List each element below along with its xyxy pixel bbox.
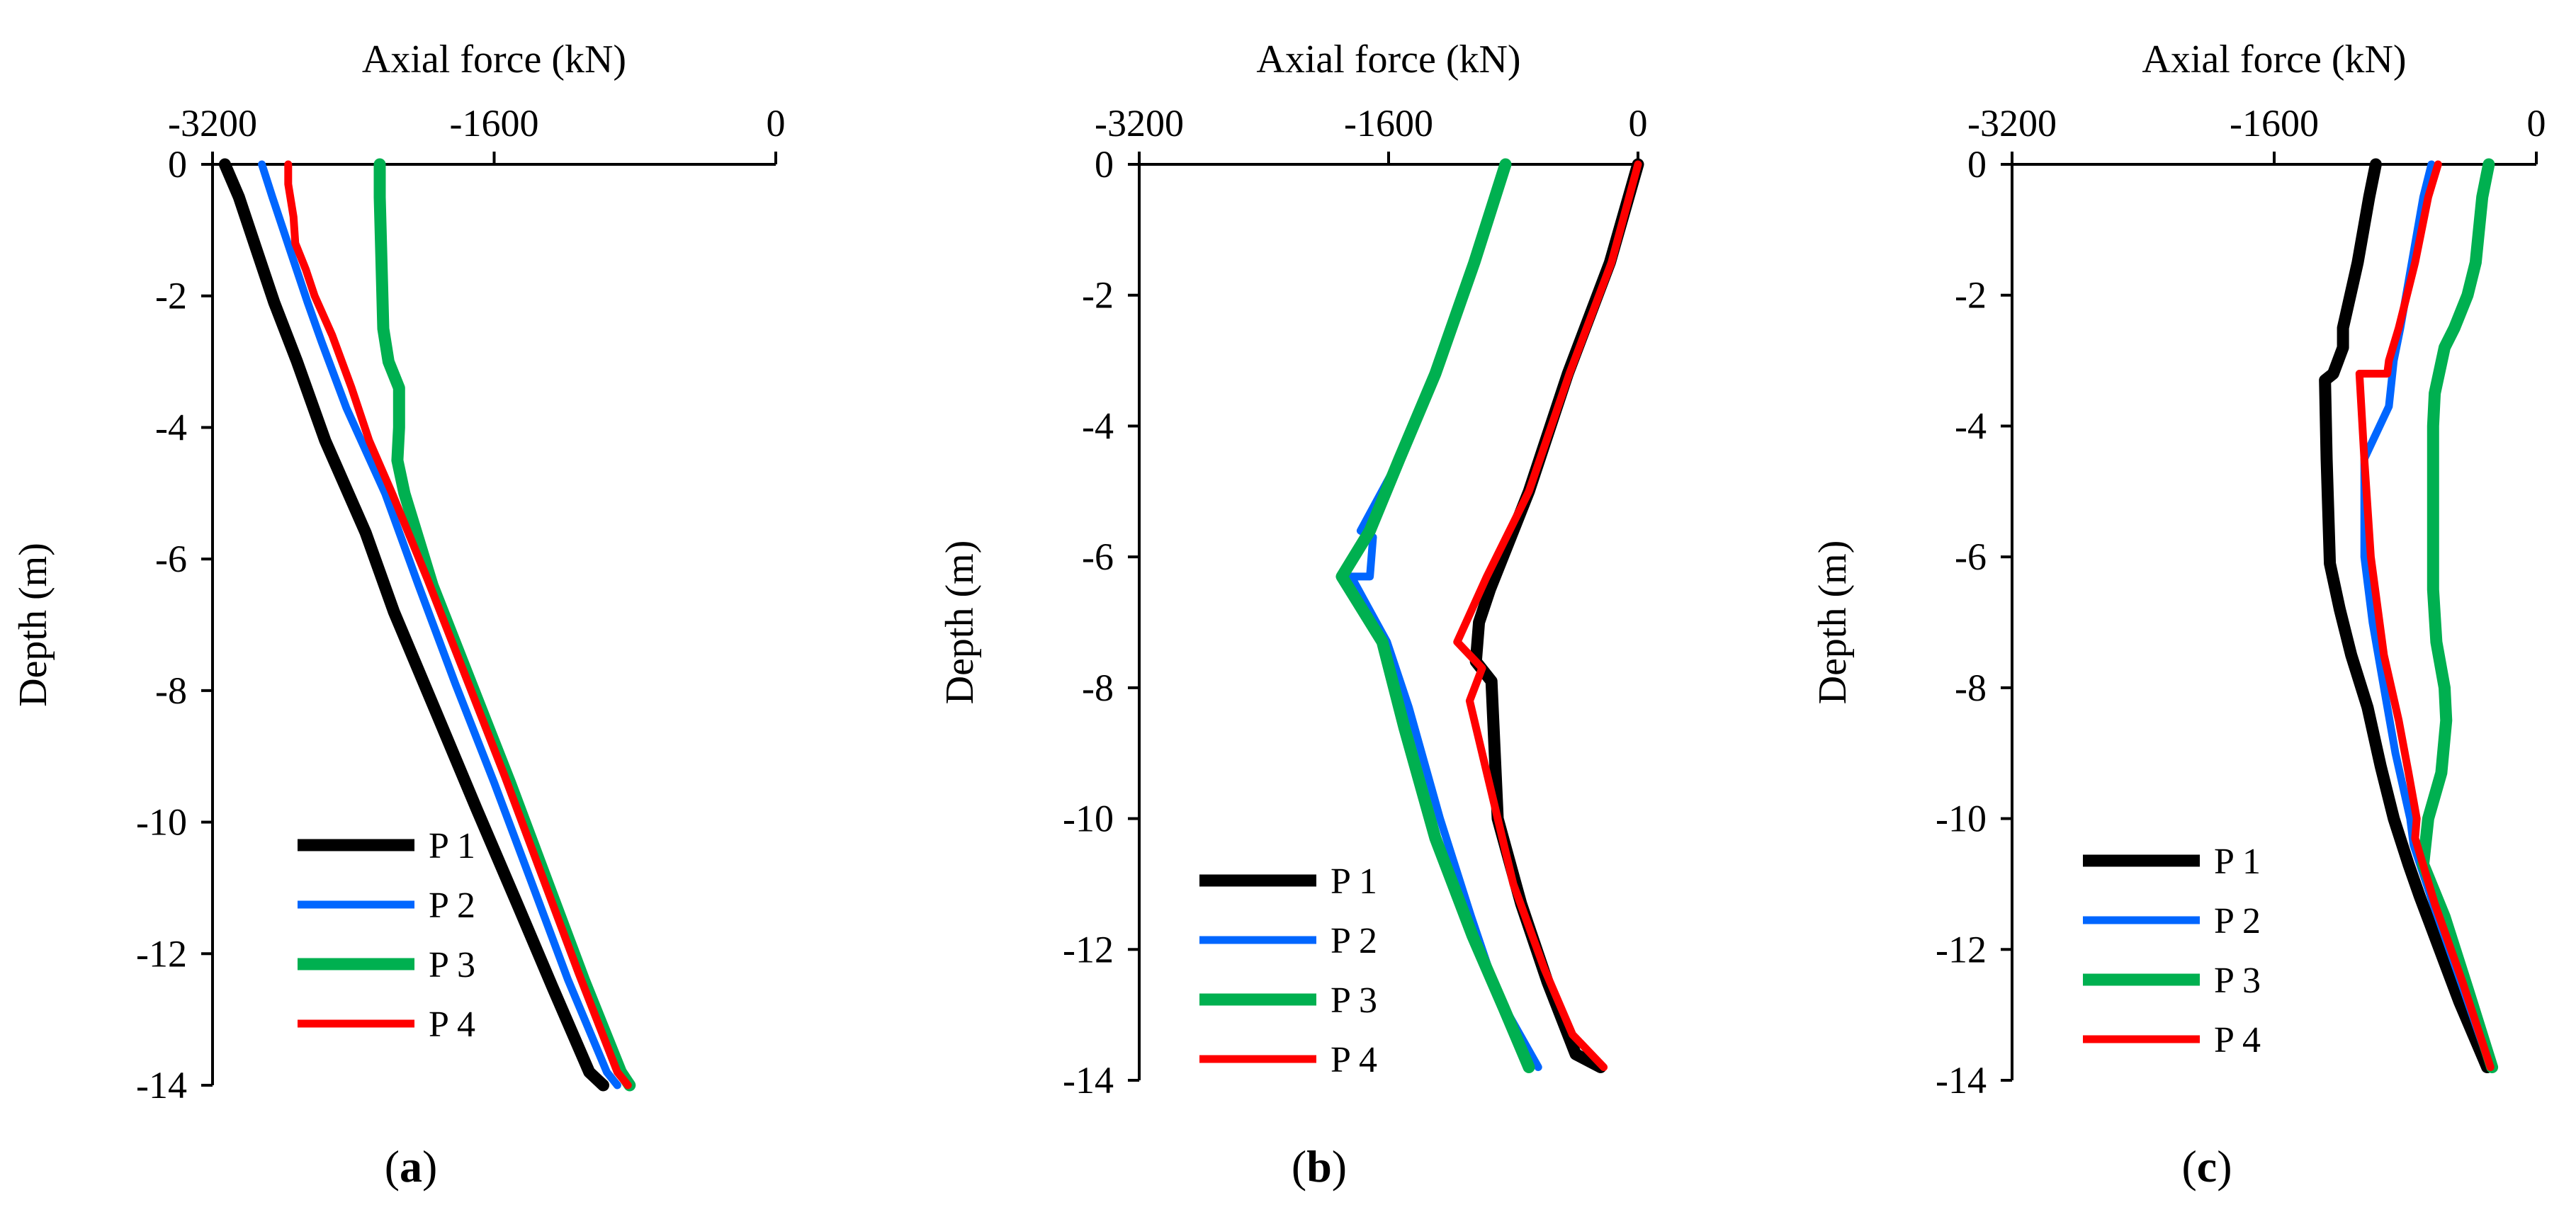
y-axis-title: Depth (m) (1811, 540, 1855, 705)
series-line-p2 (258, 160, 621, 1089)
y-tick-label: -6 (1955, 536, 1987, 578)
panel-label: (a) (385, 1141, 438, 1191)
series-line-p1 (1469, 158, 1644, 1073)
y-tick-label: -6 (1082, 536, 1114, 578)
series-line-p3 (373, 158, 636, 1092)
y-axis-title: Depth (m) (11, 543, 55, 707)
x-tick-label: 0 (1629, 102, 1648, 145)
legend-label: P 2 (2214, 901, 2261, 941)
x-tick-label: -3200 (168, 102, 257, 145)
y-tick-label: -14 (136, 1064, 187, 1106)
legend-label: P 2 (429, 885, 475, 926)
x-tick-label: 0 (767, 102, 786, 145)
chart-panel-b: -3200 -1600 0 0 -2 -4 -6 -8 -10 -12 -14 Axial force… (938, 38, 1648, 1191)
y-tick-label: -8 (1955, 667, 1987, 709)
legend-label: P 3 (2214, 961, 2261, 1001)
series-line-p4 (1453, 160, 1642, 1071)
y-tick-label: 0 (1967, 143, 1987, 186)
x-tick-label: -1600 (450, 102, 539, 145)
x-tick-label: 0 (2527, 102, 2546, 145)
series-line-p2 (1347, 160, 1542, 1071)
legend-label: P 1 (1331, 861, 1377, 902)
y-tick-label: -12 (136, 932, 187, 975)
y-tick-label: -12 (1063, 928, 1114, 970)
y-tick-label: -2 (1955, 274, 1987, 317)
y-tick-label: 0 (1095, 143, 1114, 186)
x-tick-label: -3200 (1967, 102, 2057, 145)
y-axis-title: Depth (m) (938, 540, 982, 705)
legend-label: P 4 (429, 1004, 475, 1045)
legend-label: P 2 (1331, 921, 1377, 961)
y-tick-label: -2 (1082, 274, 1114, 317)
y-tick-label: -10 (136, 801, 187, 844)
panel-label: (c) (2181, 1141, 2232, 1191)
y-tick-label: -10 (1063, 798, 1114, 840)
legend-label: P 4 (2214, 1020, 2261, 1060)
series-line-p1 (218, 158, 609, 1092)
y-tick-label: -2 (155, 275, 187, 317)
series-line-p4 (2355, 160, 2495, 1071)
legend-label: P 4 (1331, 1040, 1377, 1080)
y-tick-label: -8 (1082, 667, 1114, 709)
series-line-p4 (284, 160, 632, 1089)
x-axis-title: Axial force (kN) (362, 38, 626, 81)
y-tick-label: 0 (168, 143, 187, 186)
x-tick-label: -1600 (1344, 102, 1433, 145)
y-tick-label: -4 (155, 406, 187, 448)
x-axis-title: Axial force (kN) (1256, 38, 1520, 81)
y-tick-label: -6 (155, 538, 187, 580)
y-tick-label: -4 (1955, 404, 1987, 447)
y-tick-label: -10 (1936, 798, 1987, 840)
legend-label: P 1 (429, 826, 475, 866)
x-tick-label: -1600 (2230, 102, 2319, 145)
series-line-p3 (1335, 158, 1535, 1073)
series-line-p1 (2319, 158, 2494, 1073)
x-tick-label: -3200 (1095, 102, 1184, 145)
y-tick-label: -4 (1082, 404, 1114, 447)
y-tick-label: -14 (1936, 1059, 1987, 1102)
chart-panel-c: -3200 -1600 0 0 -2 -4 -6 -8 -10 -12 -14 Axial force… (1811, 38, 2546, 1191)
y-tick-label: -8 (155, 669, 187, 712)
legend-label: P 3 (1331, 980, 1377, 1021)
panel-label: (b) (1292, 1141, 1347, 1191)
legend-label: P 3 (429, 945, 475, 985)
y-tick-label: -12 (1936, 928, 1987, 970)
legend-label: P 1 (2214, 842, 2261, 882)
chart-panel-a: -3200 -1600 0 0 -2 -4 -6 -8 -10 -12 -14 Axial force… (11, 38, 786, 1191)
y-tick-label: -14 (1063, 1059, 1114, 1102)
x-axis-title: Axial force (kN) (2142, 38, 2406, 81)
